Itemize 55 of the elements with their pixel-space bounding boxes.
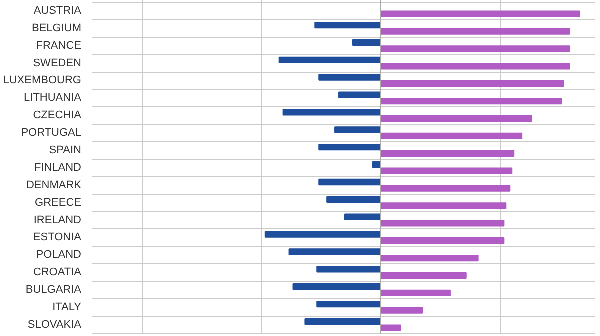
bar [380, 202, 507, 210]
y-tick-label: FINLAND [34, 162, 82, 174]
bar [380, 46, 570, 52]
y-tick-label: CZECHIA [33, 110, 82, 122]
bar [352, 39, 382, 46]
bar [282, 109, 382, 116]
bar [318, 74, 382, 81]
bar [314, 22, 382, 29]
y-tick-label: IRELAND [34, 214, 82, 226]
bar [380, 10, 580, 18]
bar [380, 150, 515, 157]
bar [288, 248, 382, 256]
bar [292, 284, 382, 290]
bar [380, 185, 511, 192]
y-tick-label: SWEDEN [33, 57, 82, 70]
bar [380, 28, 570, 35]
y-tick-label: PORTUGAL [21, 127, 82, 140]
y-tick-label: LUXEMBOURG [3, 74, 82, 87]
y-tick-label: SLOVAKIA [28, 318, 82, 331]
bar [380, 115, 533, 122]
bar [264, 231, 382, 238]
y-tick-label: BELGIUM [32, 22, 82, 34]
y-tick-label: ITALY [52, 301, 82, 314]
bar [304, 318, 382, 326]
bar [338, 92, 382, 98]
bar [326, 196, 382, 204]
y-tick-label: BULGARIA [26, 284, 82, 296]
y-tick-label: SPAIN [49, 144, 82, 156]
bar [316, 301, 382, 308]
bar [380, 132, 523, 140]
y-tick-label: LITHUANIA [24, 92, 82, 104]
bar [344, 214, 382, 220]
bar [380, 238, 505, 244]
bar [316, 266, 382, 273]
bar [380, 63, 570, 70]
bar [380, 220, 505, 227]
y-tick-label: GREECE [35, 196, 82, 209]
y-tick-label: AUSTRIA [34, 4, 82, 17]
bar [380, 80, 564, 88]
bar [380, 290, 451, 296]
y-tick-label: ESTONIA [33, 232, 82, 244]
y-tick-label: DENMARK [26, 179, 82, 192]
bar [380, 254, 479, 262]
bar [318, 178, 382, 186]
bar [380, 98, 562, 105]
bar [278, 56, 382, 64]
bar [334, 126, 382, 134]
y-tick-label: POLAND [36, 249, 82, 262]
y-tick-label: CROATIA [33, 266, 82, 279]
y-tick-label: FRANCE [36, 40, 82, 52]
bar [380, 307, 424, 314]
bar [380, 168, 513, 174]
bar [318, 144, 382, 151]
bar [380, 324, 402, 332]
bar [380, 272, 467, 280]
